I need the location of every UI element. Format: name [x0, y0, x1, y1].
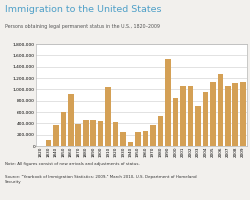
Bar: [232, 83, 237, 146]
Bar: [187, 86, 192, 146]
Bar: [209, 82, 215, 146]
Bar: [164, 59, 170, 146]
Text: Persons obtaining legal permanent status in the U.S., 1820–2009: Persons obtaining legal permanent status…: [5, 24, 159, 29]
Bar: [82, 120, 88, 146]
Bar: [90, 120, 96, 146]
Bar: [112, 122, 118, 146]
Bar: [224, 86, 230, 146]
Bar: [135, 132, 140, 146]
Bar: [98, 121, 103, 146]
Bar: [172, 98, 178, 146]
Bar: [68, 94, 73, 146]
Text: Immigration to the United States: Immigration to the United States: [5, 5, 161, 14]
Bar: [120, 132, 126, 146]
Bar: [202, 92, 207, 146]
Bar: [217, 74, 222, 146]
Bar: [45, 140, 51, 146]
Text: Source: "Yearbook of Immigration Statistics: 2009," March 2010, U.S. Department : Source: "Yearbook of Immigration Statist…: [5, 175, 196, 184]
Bar: [53, 125, 59, 146]
Bar: [239, 82, 244, 146]
Bar: [194, 106, 200, 146]
Bar: [127, 142, 133, 146]
Bar: [105, 87, 110, 146]
Bar: [180, 86, 185, 146]
Bar: [150, 125, 155, 146]
Bar: [75, 124, 81, 146]
Bar: [142, 131, 148, 146]
Bar: [60, 112, 66, 146]
Bar: [157, 116, 163, 146]
Text: Note: All figures consist of new arrivals and adjustments of status.: Note: All figures consist of new arrival…: [5, 162, 139, 166]
